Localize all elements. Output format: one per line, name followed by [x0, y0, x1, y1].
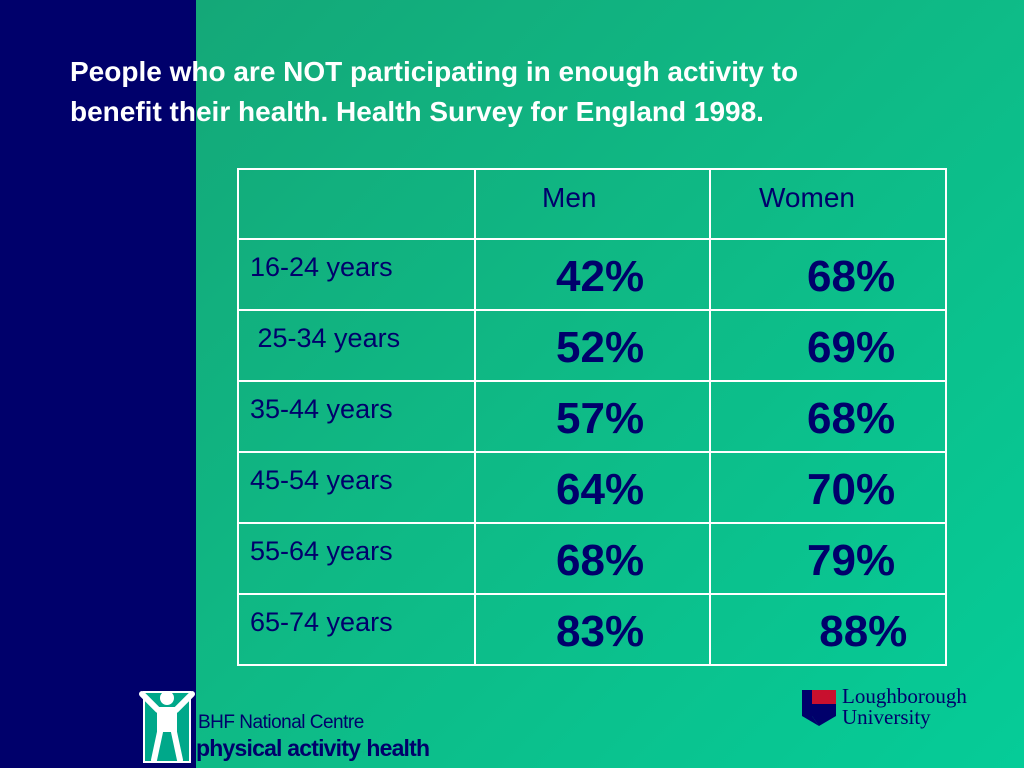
- bhf-tagline-separator: +: [360, 745, 367, 759]
- slide-title-line-2: benefit their health. Health Survey for …: [70, 96, 764, 127]
- women-cell: 69%: [709, 309, 947, 382]
- women-cell: 70%: [709, 451, 947, 524]
- table-row: 16-24 years 42% 68%: [237, 238, 947, 311]
- header-women: Women: [759, 182, 855, 213]
- bhf-tagline-part-1: physical activity: [196, 735, 361, 761]
- women-value: 79%: [807, 536, 896, 585]
- left-navy-panel: [0, 0, 196, 768]
- bhf-centre-name: BHF National Centre: [198, 712, 364, 733]
- university-line-2: University: [842, 705, 931, 729]
- men-value: 57%: [556, 394, 645, 443]
- loughborough-crest-icon: [802, 690, 836, 726]
- age-cell: 25-34 years: [237, 309, 476, 382]
- age-label: 65-74 years: [250, 607, 393, 637]
- women-value: 70%: [807, 465, 896, 514]
- men-cell: 52%: [474, 309, 711, 382]
- women-value: 68%: [807, 252, 896, 301]
- men-cell: 64%: [474, 451, 711, 524]
- slide-title-line-1: People who are NOT participating in enou…: [70, 56, 799, 87]
- women-cell: 68%: [709, 238, 947, 311]
- age-cell: 65-74 years: [237, 593, 476, 666]
- women-cell: 68%: [709, 380, 947, 453]
- men-cell: 68%: [474, 522, 711, 595]
- table-row: 35-44 years 57% 68%: [237, 380, 947, 453]
- table-row: 45-54 years 64% 70%: [237, 451, 947, 524]
- women-cell: 88%: [709, 593, 947, 666]
- women-cell: 79%: [709, 522, 947, 595]
- table-row: 25-34 years 52% 69%: [237, 309, 947, 382]
- table-row: 55-64 years 68% 79%: [237, 522, 947, 595]
- men-value: 64%: [556, 465, 645, 514]
- age-cell: 35-44 years: [237, 380, 476, 453]
- men-cell: 42%: [474, 238, 711, 311]
- men-cell: 57%: [474, 380, 711, 453]
- table-row: 65-74 years 83% 88%: [237, 593, 947, 666]
- table-header-row: Men Women: [237, 168, 947, 240]
- age-label: 55-64 years: [250, 536, 393, 566]
- header-cell-men: Men: [474, 168, 711, 240]
- age-label: 45-54 years: [250, 465, 393, 495]
- age-label: 16-24 years: [250, 252, 393, 282]
- women-value: 68%: [807, 394, 896, 443]
- university-name: Loughborough University: [842, 686, 967, 728]
- header-cell-empty: [237, 168, 476, 240]
- men-cell: 83%: [474, 593, 711, 666]
- men-value: 83%: [556, 607, 645, 656]
- bhf-figure-logo-icon: [139, 691, 195, 763]
- age-label: 35-44 years: [250, 394, 393, 424]
- age-label: 25-34 years: [250, 323, 401, 353]
- men-value: 42%: [556, 252, 645, 301]
- activity-table: Men Women 16-24 years 42% 68% 25-34 year…: [237, 168, 947, 666]
- men-value: 68%: [556, 536, 645, 585]
- university-line-1: Loughborough: [842, 684, 967, 708]
- women-value: 88%: [807, 607, 908, 656]
- header-cell-women: Women: [709, 168, 947, 240]
- age-cell: 45-54 years: [237, 451, 476, 524]
- women-value: 69%: [807, 323, 896, 372]
- slide-title: People who are NOT participating in enou…: [70, 52, 1000, 132]
- header-men: Men: [542, 182, 597, 213]
- age-cell: 55-64 years: [237, 522, 476, 595]
- bhf-tagline-part-2: health: [366, 735, 430, 761]
- men-value: 52%: [556, 323, 645, 372]
- bhf-tagline: physical activity+health: [196, 735, 430, 762]
- age-cell: 16-24 years: [237, 238, 476, 311]
